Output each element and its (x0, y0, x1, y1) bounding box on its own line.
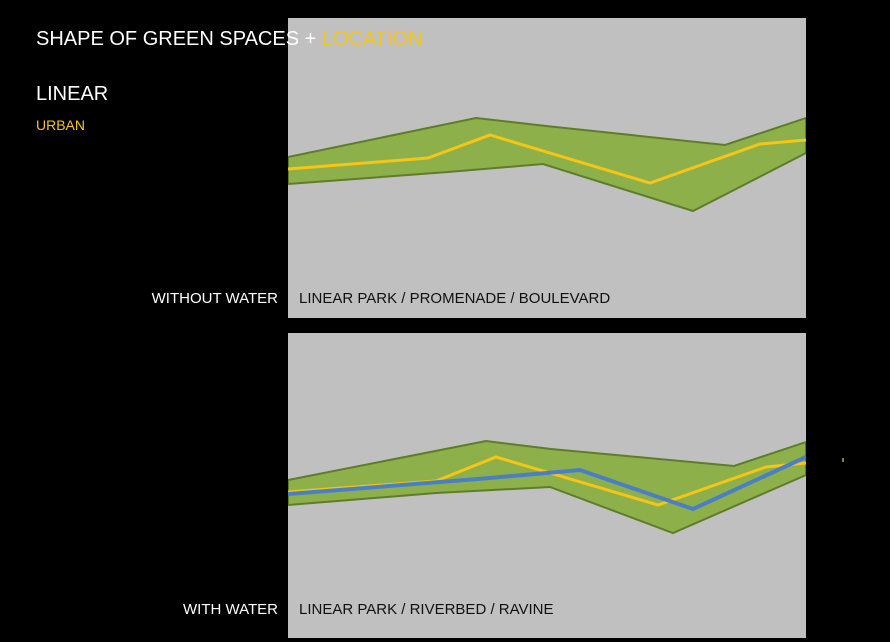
water-line (288, 455, 806, 512)
urban-path-line (288, 133, 806, 185)
caption-without-water: LINEAR PARK / PROMENADE / BOULEVARD (299, 290, 611, 307)
title-main: SHAPE OF GREEN SPACES (36, 28, 300, 50)
row-label-with-water: WITH WATER (183, 601, 278, 618)
title-plus: + (299, 28, 322, 50)
caption-with-water: LINEAR PARK / RIVERBED / RAVINE (299, 601, 554, 618)
stray-mark (842, 458, 844, 462)
green-space-band (288, 439, 806, 535)
diagram-panel-without-water (288, 18, 806, 318)
green-space-band (288, 116, 806, 213)
green-corridor-water-diagram (288, 439, 806, 535)
green-corridor-diagram (288, 116, 806, 213)
slide-title: SHAPE OF GREEN SPACES + LOCATION (36, 28, 423, 51)
title-accent: LOCATION (321, 28, 423, 50)
location-type-label: URBAN (36, 117, 86, 133)
diagram-panel-with-water (288, 333, 806, 638)
row-label-without-water: WITHOUT WATER (151, 290, 278, 307)
shape-type-label: LINEAR (36, 83, 109, 105)
